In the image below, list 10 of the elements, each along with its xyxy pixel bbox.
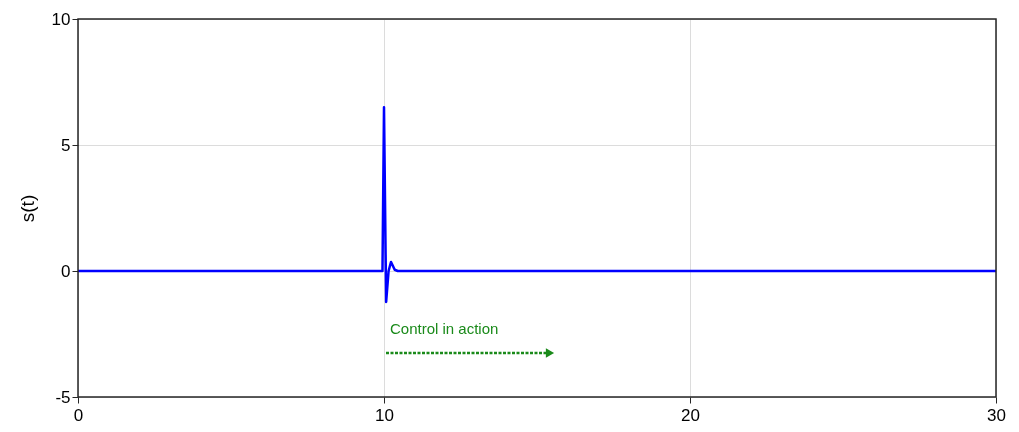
y-tick-label: 5 xyxy=(61,135,71,155)
y-tick-label: -5 xyxy=(55,387,71,407)
line-series xyxy=(78,105,996,304)
y-axis-title: s(t) xyxy=(16,194,38,223)
y-tick-label: 10 xyxy=(51,9,71,29)
x-tick-label: 10 xyxy=(375,405,394,425)
x-tick-label: 20 xyxy=(681,405,700,425)
y-tick-label: 0 xyxy=(61,261,71,281)
x-tick-label: 30 xyxy=(987,405,1006,425)
annotation: Control in action xyxy=(390,320,499,337)
